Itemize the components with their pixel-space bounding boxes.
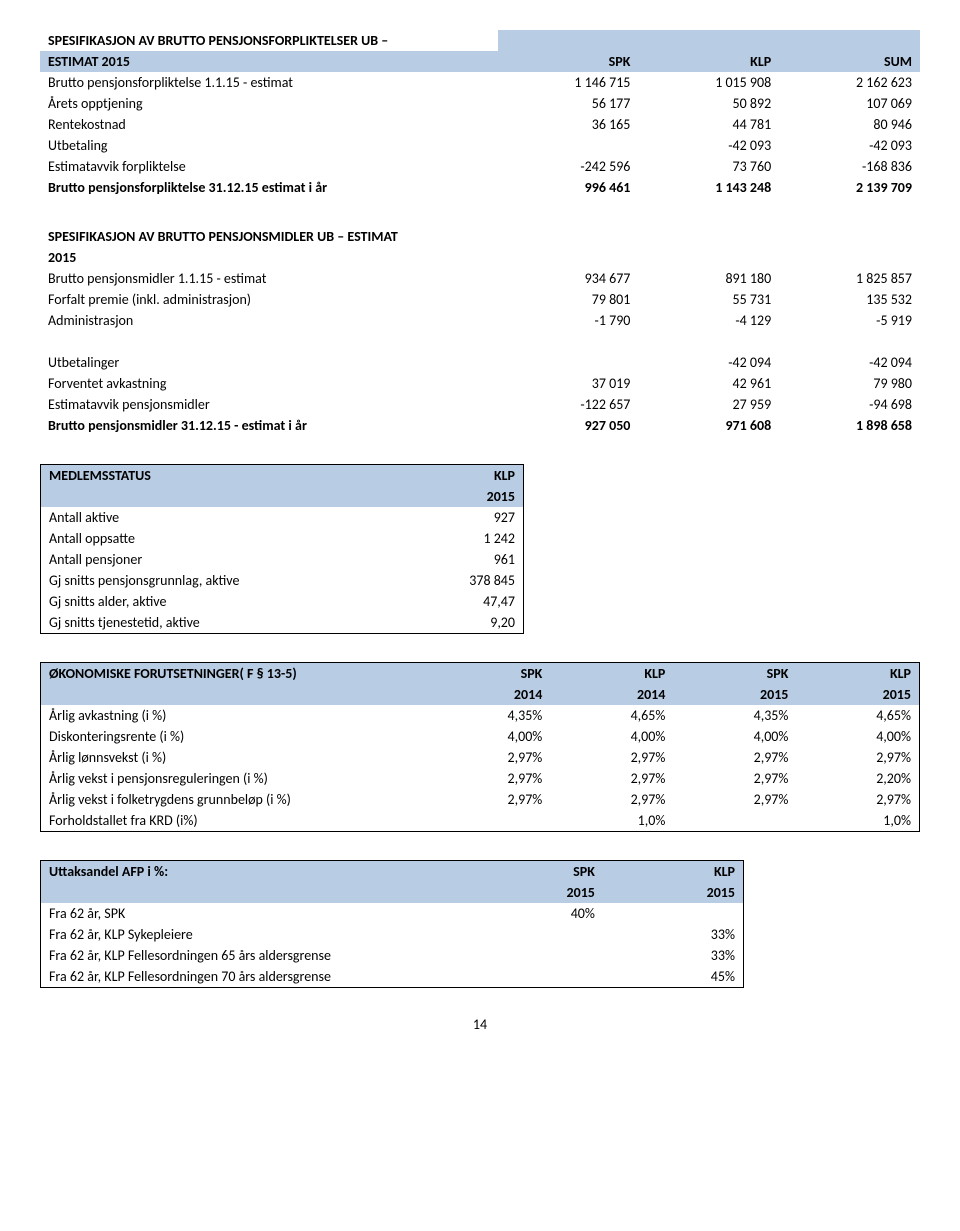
table-row: Årlig vekst i folketrygdens grunnbeløp (… [41,789,428,810]
t1-h-sum: SUM [779,51,920,72]
t1-h-spk: SPK [498,51,639,72]
table-row: Årets opptjening [40,93,498,114]
table-row: Fra 62 år, KLP Sykepleiere [41,924,463,945]
table-row: Estimatavvik pensjonsmidler [40,394,498,415]
table-row: Brutto pensjonsforpliktelse 1.1.15 - est… [40,72,498,93]
page-number: 14 [40,1016,920,1033]
table-row: Antall oppsatte [41,528,379,549]
t4-title: ØKONOMISKE FORUTSETNINGER( F § 13-5) [41,663,428,685]
t3-h-year: 2015 [379,486,524,507]
t1-title-l2: ESTIMAT 2015 [40,51,498,72]
table-row: Utbetalinger [40,352,498,373]
table-row: Gj snitts tjenestetid, aktive [41,612,379,634]
t2-title-l2: 2015 [40,247,498,268]
table-row: Forventet avkastning [40,373,498,394]
table-row: Fra 62 år, SPK [41,903,463,924]
t2-title-l1: SPESIFIKASJON AV BRUTTO PENSJONSMIDLER U… [40,226,498,247]
table-forutsetninger: ØKONOMISKE FORUTSETNINGER( F § 13-5) SPK… [40,662,920,832]
table-row: Gj snitts alder, aktive [41,591,379,612]
t1-sum-label: Brutto pensjonsforpliktelse 31.12.15 est… [40,177,498,198]
table-row: Gj snitts pensjonsgrunnlag, aktive [41,570,379,591]
table-row: Forholdstallet fra KRD (i%) [41,810,428,832]
table-row: Fra 62 år, KLP Fellesordningen 70 års al… [41,966,463,988]
t5-title: Uttaksandel AFP i %: [41,861,463,883]
t1-h-klp: KLP [638,51,779,72]
table-row: Diskonteringsrente (i %) [41,726,428,747]
t2-sum-label: Brutto pensjonsmidler 31.12.15 - estimat… [40,415,498,436]
table-row: Fra 62 år, KLP Fellesordningen 65 års al… [41,945,463,966]
table-row: Estimatavvik forpliktelse [40,156,498,177]
table-row: Utbetaling [40,135,498,156]
table-medlemsstatus: MEDLEMSSTATUS KLP 2015 Antall aktive927 … [40,464,524,634]
t1-title-l1: SPESIFIKASJON AV BRUTTO PENSJONSFORPLIKT… [40,30,498,51]
table-row: Rentekostnad [40,114,498,135]
table-row: Antall aktive [41,507,379,528]
table-row: Forfalt premie (inkl. administrasjon) [40,289,498,310]
table-row: Årlig lønnsvekst (i %) [41,747,428,768]
table-row: Årlig vekst i pensjonsreguleringen (i %) [41,768,428,789]
table-forpliktelser: SPESIFIKASJON AV BRUTTO PENSJONSFORPLIKT… [40,30,920,198]
table-row: Administrasjon [40,310,498,331]
table-row: Antall pensjoner [41,549,379,570]
table-row: Årlig avkastning (i %) [41,705,428,726]
t3-h-klp: KLP [379,465,524,487]
table-row: Brutto pensjonsmidler 1.1.15 - estimat [40,268,498,289]
t3-title: MEDLEMSSTATUS [41,465,379,487]
table-pensjonsmidler: SPESIFIKASJON AV BRUTTO PENSJONSMIDLER U… [40,226,920,436]
table-afp: Uttaksandel AFP i %: SPK KLP 2015 2015 F… [40,860,744,988]
